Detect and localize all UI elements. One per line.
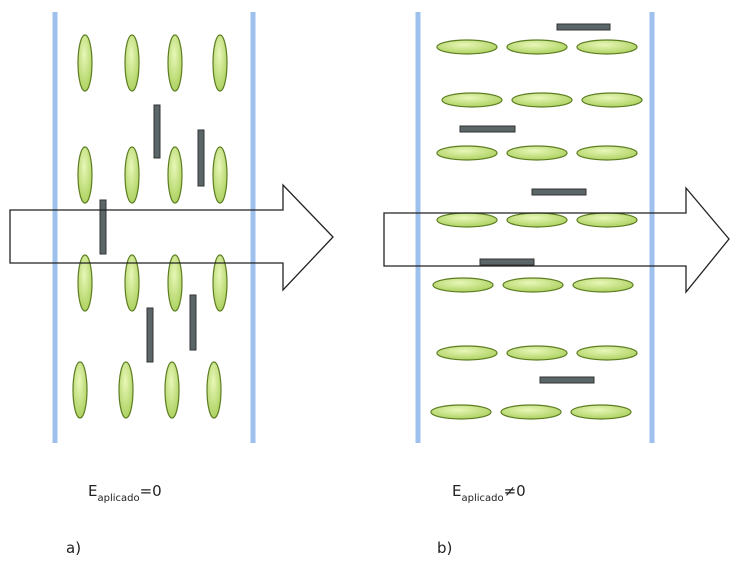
liquid-crystal (507, 146, 567, 160)
dye-molecule (460, 126, 515, 132)
liquid-crystal (165, 362, 179, 418)
liquid-crystal (507, 346, 567, 360)
dye-molecule (532, 189, 586, 195)
dye-molecule (190, 295, 196, 350)
liquid-crystal (577, 213, 637, 227)
liquid-crystal (571, 405, 631, 419)
liquid-crystal (437, 146, 497, 160)
liquid-crystal (577, 346, 637, 360)
liquid-crystal (582, 93, 642, 107)
liquid-crystal (168, 35, 182, 91)
caption-b: b) (437, 539, 452, 557)
liquid-crystal (73, 362, 87, 418)
liquid-crystal (503, 278, 563, 292)
diagram (10, 12, 729, 443)
field-label-b: Eaplicado≠0 (452, 482, 526, 504)
dye-molecule (147, 308, 153, 362)
liquid-crystal (507, 40, 567, 54)
dye-molecule (100, 200, 106, 254)
dye-molecule (540, 377, 594, 383)
caption-a: a) (66, 539, 81, 557)
liquid-crystal (507, 213, 567, 227)
dye-molecule (557, 24, 610, 30)
liquid-crystal (437, 346, 497, 360)
liquid-crystal (442, 93, 502, 107)
liquid-crystal (512, 93, 572, 107)
liquid-crystal (207, 362, 221, 418)
liquid-crystal (213, 35, 227, 91)
liquid-crystal (78, 147, 92, 203)
liquid-crystal (168, 147, 182, 203)
dye-molecule (154, 105, 160, 158)
liquid-crystal (501, 405, 561, 419)
liquid-crystal (213, 147, 227, 203)
liquid-crystal (125, 147, 139, 203)
figure: Eaplicado=0 Eaplicado≠0 a) b) (0, 0, 731, 565)
liquid-crystal (119, 362, 133, 418)
liquid-crystal (437, 40, 497, 54)
liquid-crystal (433, 278, 493, 292)
liquid-crystal (573, 278, 633, 292)
liquid-crystal (431, 405, 491, 419)
light-arrow (384, 188, 729, 292)
liquid-crystal (577, 40, 637, 54)
field-label-a: Eaplicado=0 (88, 482, 162, 504)
liquid-crystal (437, 213, 497, 227)
liquid-crystal (577, 146, 637, 160)
liquid-crystal (125, 35, 139, 91)
dye-molecule (198, 130, 204, 186)
liquid-crystal (78, 35, 92, 91)
dye-molecule (480, 259, 534, 265)
